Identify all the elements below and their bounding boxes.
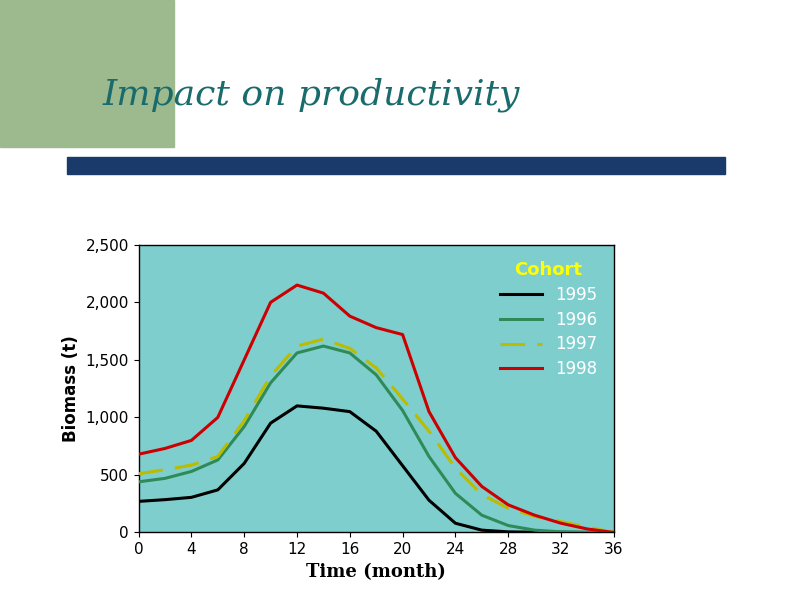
Legend: 1995, 1996, 1997, 1998: 1995, 1996, 1997, 1998 [492,253,605,386]
Text: Impact on productivity: Impact on productivity [103,78,520,112]
X-axis label: Time (month): Time (month) [307,562,446,581]
Y-axis label: Biomass (t): Biomass (t) [62,335,80,442]
